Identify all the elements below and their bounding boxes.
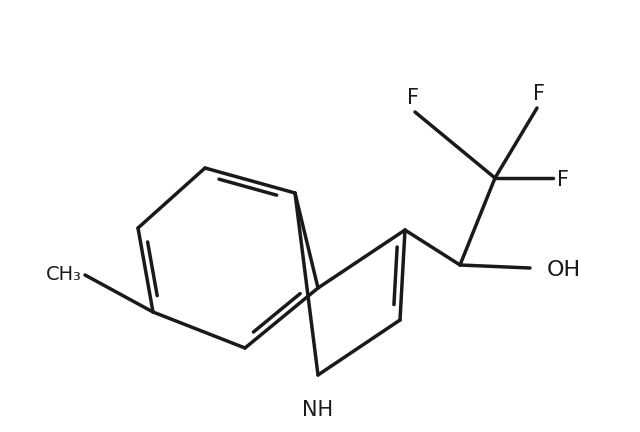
Text: F: F bbox=[533, 84, 545, 104]
Text: OH: OH bbox=[547, 260, 581, 280]
Text: CH₃: CH₃ bbox=[46, 266, 82, 285]
Text: F: F bbox=[407, 88, 419, 108]
Text: F: F bbox=[557, 170, 569, 190]
Text: NH: NH bbox=[303, 400, 333, 420]
